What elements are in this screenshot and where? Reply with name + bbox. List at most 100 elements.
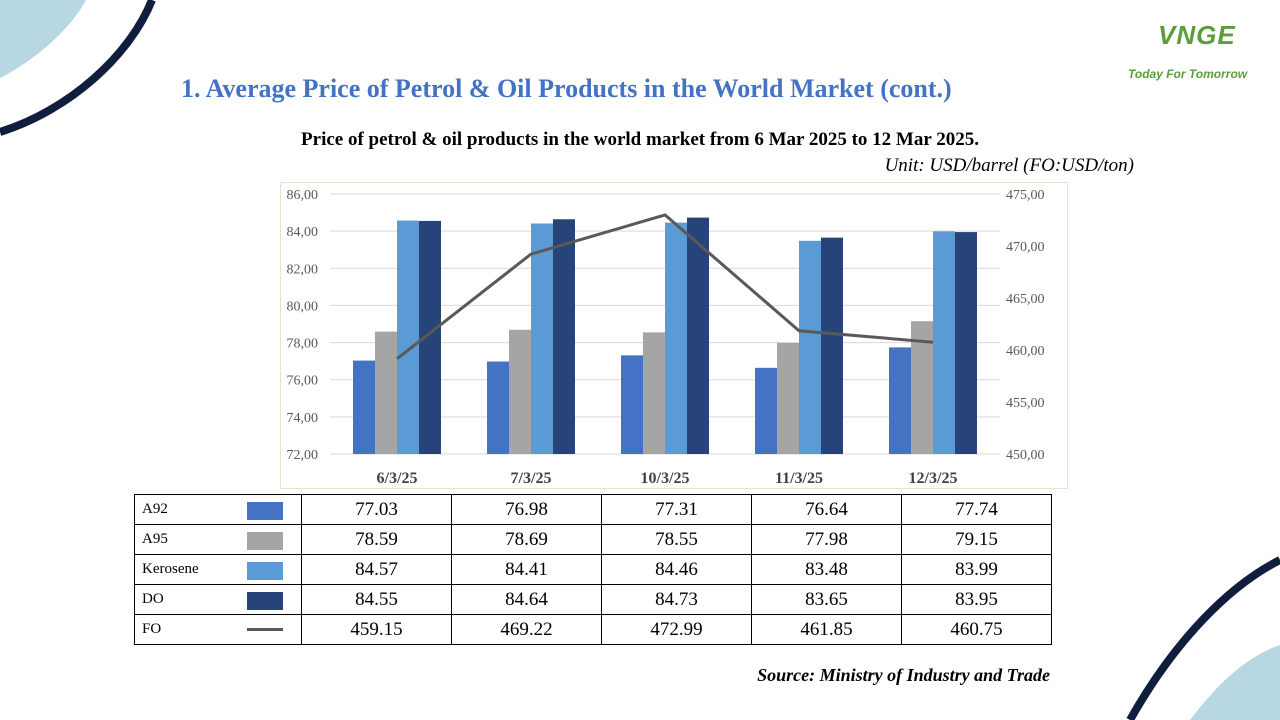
- legend-swatch: [247, 562, 283, 580]
- value-cell: 84.57: [301, 554, 452, 585]
- category-label: 12/3/25: [909, 470, 958, 487]
- series-label-cell: DO: [134, 584, 302, 615]
- chart-title: Price of petrol & oil products in the wo…: [0, 129, 1280, 151]
- bar-kerosene: [665, 222, 687, 454]
- bar-kerosene: [933, 231, 955, 454]
- table-row: A95 78.59 78.69 78.55 77.98 79.15: [134, 524, 1052, 555]
- bar-a92: [889, 347, 911, 454]
- value-cell: 77.98: [751, 524, 902, 555]
- line-series: [396, 213, 934, 361]
- left-tick-label: 82,00: [287, 262, 319, 277]
- bar-a92: [621, 355, 643, 454]
- bar-do: [821, 237, 843, 454]
- bar-a92: [487, 361, 509, 454]
- legend-swatch: [247, 502, 283, 520]
- series-name: Kerosene: [142, 561, 199, 577]
- value-cell: 461.85: [751, 614, 902, 645]
- value-cell: 84.46: [601, 554, 752, 585]
- category-label: 7/3/25: [511, 470, 552, 487]
- bar-a95: [509, 329, 531, 454]
- right-tick-label: 465,00: [1006, 292, 1045, 307]
- right-tick-label: 455,00: [1006, 396, 1045, 411]
- category-label: 11/3/25: [775, 470, 823, 487]
- left-tick-label: 72,00: [287, 448, 319, 463]
- value-cell: 77.03: [301, 494, 452, 525]
- series-label-cell: A95: [134, 524, 302, 555]
- value-cell: 78.55: [601, 524, 752, 555]
- legend-swatch: [247, 592, 283, 610]
- series-name: A92: [142, 501, 168, 517]
- value-cell: 460.75: [901, 614, 1052, 645]
- series-label-cell: Kerosene: [134, 554, 302, 585]
- value-cell: 78.69: [451, 524, 602, 555]
- page-title: 1. Average Price of Petrol & Oil Product…: [181, 74, 952, 103]
- logo-tagline: Today For Tomorrow: [1128, 67, 1248, 81]
- value-cell: 78.59: [301, 524, 452, 555]
- combo-chart: 72,00 74,00 76,00 78,00 80,00 82,00 84,00 86,00…: [280, 182, 1068, 489]
- table-row: DO 84.55 84.64 84.73 83.65 83.95: [134, 584, 1052, 615]
- company-logo: VNGE Today For Tomorrow: [1128, 14, 1263, 88]
- series-label-cell: FO: [134, 614, 302, 645]
- value-cell: 83.99: [901, 554, 1052, 585]
- bar-do: [419, 220, 441, 454]
- table-row: A92 77.03 76.98 77.31 76.64 77.74: [134, 494, 1052, 525]
- left-tick-label: 74,00: [287, 411, 319, 426]
- value-cell: 469.22: [451, 614, 602, 645]
- series-label-cell: A92: [134, 494, 302, 525]
- line-fo: [396, 213, 934, 361]
- legend-swatch: [247, 532, 283, 550]
- bar-kerosene: [531, 223, 553, 454]
- value-cell: 84.55: [301, 584, 452, 615]
- unit-label: Unit: USD/barrel (FO:USD/ton): [884, 155, 1134, 176]
- legend-swatch: [247, 628, 283, 631]
- logo-text: VNGE: [1158, 20, 1236, 50]
- value-cell: 79.15: [901, 524, 1052, 555]
- bar-do: [687, 217, 709, 454]
- right-tick-label: 450,00: [1006, 448, 1045, 463]
- series-name: DO: [142, 591, 164, 607]
- bar-a95: [643, 332, 665, 454]
- bar-a92: [353, 360, 375, 454]
- value-cell: 83.65: [751, 584, 902, 615]
- left-tick-label: 78,00: [287, 337, 319, 352]
- table-row: Kerosene 84.57 84.41 84.46 83.48 83.99: [134, 554, 1052, 585]
- left-tick-label: 84,00: [287, 225, 319, 240]
- category-label: 6/3/25: [377, 470, 418, 487]
- series-name: FO: [142, 621, 162, 637]
- value-cell: 459.15: [301, 614, 452, 645]
- table-row: FO 459.15 469.22 472.99 461.85 460.75: [134, 614, 1052, 645]
- source-note: Source: Ministry of Industry and Trade: [757, 665, 1050, 685]
- value-cell: 76.98: [451, 494, 602, 525]
- bar-do: [955, 232, 977, 454]
- bar-kerosene: [397, 220, 419, 454]
- right-tick-label: 475,00: [1006, 188, 1045, 203]
- value-cell: 77.74: [901, 494, 1052, 525]
- bar-a92: [755, 367, 777, 454]
- right-axis-ticks: 450,00 455,00 460,00 465,00 470,00 475,00: [1006, 188, 1045, 463]
- category-labels: 6/3/25 7/3/25 10/3/25 11/3/25 12/3/25: [377, 470, 958, 487]
- value-cell: 472.99: [601, 614, 752, 645]
- bar-a95: [911, 321, 933, 454]
- value-cell: 77.31: [601, 494, 752, 525]
- left-tick-label: 80,00: [287, 299, 319, 314]
- right-tick-label: 460,00: [1006, 344, 1045, 359]
- bar-kerosene: [799, 240, 821, 454]
- chart-title-text: Price of petrol & oil products in the wo…: [301, 129, 979, 150]
- data-table: A92 77.03 76.98 77.31 76.64 77.74 A95 78.59 78.6…: [134, 494, 1052, 645]
- value-cell: 84.64: [451, 584, 602, 615]
- value-cell: 83.48: [751, 554, 902, 585]
- series-name: A95: [142, 531, 168, 547]
- left-axis-ticks: 72,00 74,00 76,00 78,00 80,00 82,00 84,00 86,00: [287, 188, 319, 463]
- bar-do: [553, 219, 575, 454]
- value-cell: 83.95: [901, 584, 1052, 615]
- value-cell: 84.73: [601, 584, 752, 615]
- bar-a95: [375, 331, 397, 454]
- right-tick-label: 470,00: [1006, 240, 1045, 255]
- value-cell: 84.41: [451, 554, 602, 585]
- bar-a95: [777, 342, 799, 454]
- category-label: 10/3/25: [641, 470, 690, 487]
- left-tick-label: 76,00: [287, 374, 319, 389]
- bar-series: [353, 217, 977, 454]
- value-cell: 76.64: [751, 494, 902, 525]
